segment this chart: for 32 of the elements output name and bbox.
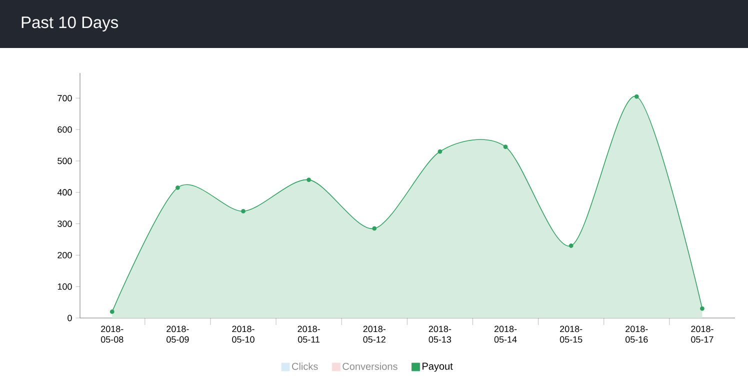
legend-label: Clicks bbox=[292, 362, 318, 370]
x-tick-label: 2018-05-16 bbox=[626, 326, 648, 343]
x-tick-label: 2018-05-08 bbox=[100, 326, 124, 343]
chart-title: Past 10 Days bbox=[22, 16, 118, 32]
point bbox=[241, 209, 246, 214]
x-tick-label: 2018-05-17 bbox=[691, 326, 714, 343]
x-tick-label: 2018-05-11 bbox=[298, 326, 320, 343]
x-tick-label: 2018-05-12 bbox=[363, 326, 386, 343]
point bbox=[634, 94, 639, 99]
y-tick-label: 0 bbox=[68, 314, 72, 322]
point bbox=[568, 244, 574, 248]
x-tick-label: 2018-05-09 bbox=[166, 326, 189, 343]
legend-label: Conversions bbox=[342, 362, 398, 370]
y-tick-label: 700 bbox=[58, 94, 72, 102]
point bbox=[306, 178, 312, 182]
point bbox=[176, 185, 180, 190]
x-tick-label: 2018-05-15 bbox=[560, 326, 582, 343]
legend-label: Payout bbox=[422, 362, 453, 372]
y-tick-label: 400 bbox=[57, 189, 72, 196]
y-tick-label: 300 bbox=[58, 220, 72, 227]
point bbox=[700, 306, 704, 311]
x-tick-label: 2018-05-13 bbox=[428, 326, 452, 343]
point bbox=[110, 310, 114, 314]
x-tick-label: 2018-05-14 bbox=[494, 326, 517, 343]
y-tick-label: 600 bbox=[58, 126, 72, 133]
y-tick-label: 500 bbox=[58, 158, 72, 164]
y-tick-label: 100 bbox=[58, 283, 72, 290]
point bbox=[372, 226, 377, 231]
point bbox=[503, 144, 508, 150]
x-tick-label: 2018-05-10 bbox=[232, 326, 254, 343]
point bbox=[438, 149, 442, 154]
y-tick-label: 200 bbox=[58, 252, 72, 258]
